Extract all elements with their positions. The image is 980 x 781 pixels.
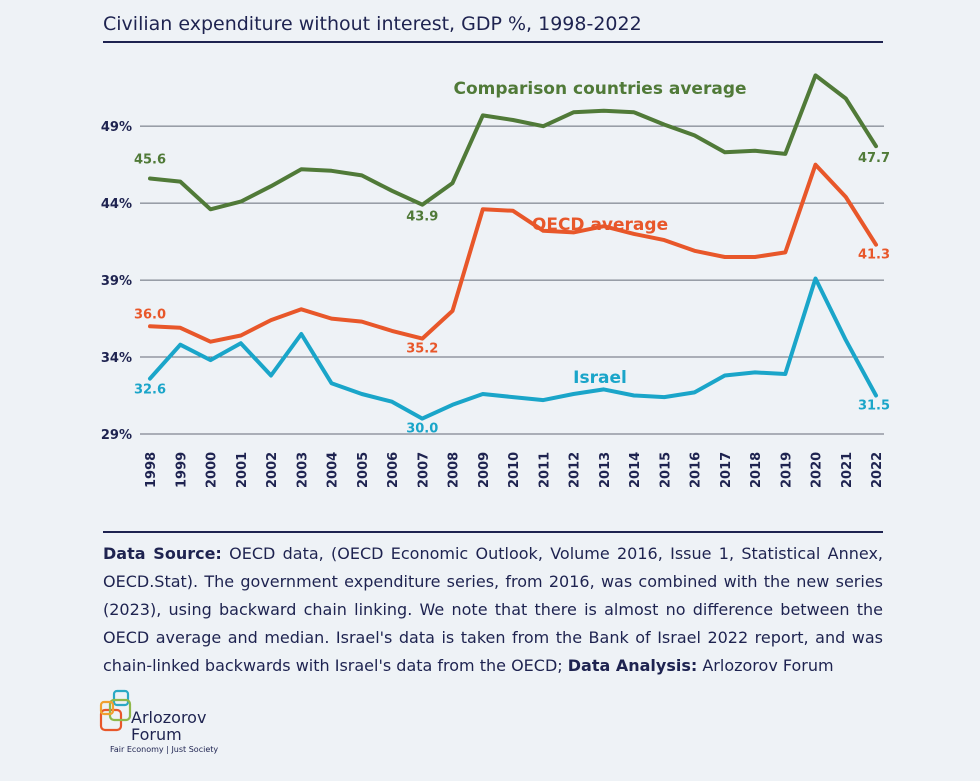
x-tick-label: 2015: [658, 452, 673, 488]
x-axis: 1998 1999 2000 2001 2002 2003 2004 2005 2006 2007…: [144, 452, 885, 488]
chart-title: Civilian expenditure without interest, G…: [103, 13, 642, 35]
x-tick-label: 2003: [295, 452, 310, 488]
x-tick-label: 2002: [265, 452, 280, 488]
min-value-label: 43.9: [406, 210, 438, 225]
x-tick-label: 2010: [507, 452, 522, 488]
start-value-label: 45.6: [134, 153, 166, 168]
x-tick-label: 2019: [779, 452, 794, 488]
x-tick-label: 2000: [205, 452, 220, 488]
series-name-label: Comparison countries average: [453, 79, 746, 99]
data-source-text: OECD data, (OECD Economic Outlook, Volum…: [103, 544, 884, 675]
x-tick-label: 1999: [174, 452, 189, 488]
data-source-note: Data Source: OECD data, (OECD Economic O…: [103, 540, 883, 680]
x-tick-label: 2008: [447, 452, 462, 488]
title-rule: [103, 41, 883, 43]
logo-tagline: Fair Economy | Just Society: [110, 745, 219, 754]
x-tick-label: 2021: [840, 452, 855, 488]
x-tick-label: 2006: [386, 452, 401, 488]
end-value-label: 41.3: [858, 248, 890, 263]
start-value-label: 36.0: [134, 307, 166, 322]
x-tick-label: 2001: [235, 452, 250, 488]
min-value-label: 30.0: [406, 422, 438, 437]
series-name-label: OECD average: [532, 215, 668, 235]
series-lines: [148, 73, 878, 421]
x-tick-label: 2020: [810, 452, 825, 488]
x-tick-label: 2005: [356, 452, 371, 488]
y-tick-label: 39%: [101, 274, 132, 289]
x-tick-label: 1998: [144, 452, 159, 488]
series-line: [148, 276, 878, 421]
min-value-label: 35.2: [406, 342, 438, 357]
data-source-label: Data Source:: [103, 544, 222, 563]
logo-icon: [99, 689, 132, 732]
source-rule: [103, 531, 883, 533]
data-analysis-label: Data Analysis:: [567, 656, 698, 675]
arlozorov-forum-logo: Arlozorov Forum Fair Economy | Just Soci…: [98, 688, 258, 758]
series-name-label: Israel: [573, 368, 627, 388]
end-value-label: 47.7: [858, 151, 890, 166]
y-tick-label: 29%: [101, 428, 132, 443]
line-chart: 29% 34% 39% 44% 49% 1998 1999 2000 2001 2002 2003…: [101, 73, 890, 488]
x-tick-label: 2012: [568, 452, 583, 488]
x-tick-label: 2017: [719, 452, 734, 488]
data-analysis-text: Arlozorov Forum: [697, 656, 834, 675]
x-tick-label: 2018: [749, 452, 764, 488]
data-labels: Comparison countries average 45.6 43.9 47.7…: [134, 79, 890, 437]
x-tick-label: 2007: [416, 452, 431, 488]
y-tick-label: 49%: [101, 120, 132, 135]
x-tick-label: 2009: [477, 452, 492, 488]
x-tick-label: 2022: [870, 452, 885, 488]
x-tick-label: 2014: [628, 452, 643, 488]
gridlines: [140, 125, 884, 435]
x-tick-label: 2004: [326, 452, 341, 488]
end-value-label: 31.5: [858, 399, 890, 414]
x-tick-label: 2016: [689, 452, 704, 488]
logo-name: Arlozorov Forum: [131, 708, 207, 744]
y-axis: 29% 34% 39% 44% 49%: [101, 120, 132, 443]
start-value-label: 32.6: [134, 383, 166, 398]
x-tick-label: 2013: [598, 452, 613, 488]
x-tick-label: 2011: [537, 452, 552, 488]
y-tick-label: 34%: [101, 351, 132, 366]
y-tick-label: 44%: [101, 197, 132, 212]
